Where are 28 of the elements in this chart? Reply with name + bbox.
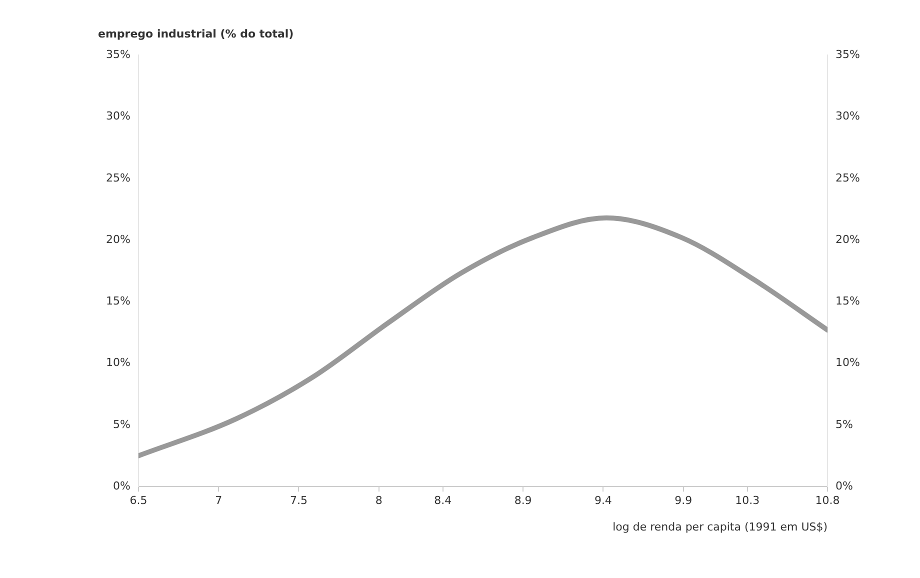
x-tick-label: 7 bbox=[215, 494, 222, 508]
y2-tick-label: 0% bbox=[836, 479, 854, 492]
y-tick-label: 10% bbox=[106, 356, 130, 370]
x-tick-label: 8.9 bbox=[514, 494, 532, 508]
y-tick-label: 35% bbox=[106, 48, 130, 62]
y-axis-title: emprego industrial (% do total) bbox=[98, 27, 294, 40]
y-tick-label: 30% bbox=[106, 110, 130, 123]
x-tick-label: 10.3 bbox=[735, 494, 760, 508]
x-tick-label: 8.4 bbox=[434, 494, 452, 508]
y-tick-label: 0% bbox=[112, 479, 130, 492]
y-tick-label: 15% bbox=[106, 294, 130, 308]
y-tick-label: 25% bbox=[106, 171, 130, 184]
x-tick-label: 7.5 bbox=[290, 494, 308, 508]
y2-tick-label: 10% bbox=[836, 356, 860, 370]
y-tick-label: 20% bbox=[106, 232, 130, 246]
x-tick-label: 9.9 bbox=[674, 494, 692, 508]
y2-tick-label: 20% bbox=[836, 232, 860, 246]
y2-tick-label: 15% bbox=[836, 294, 860, 308]
x-tick-label: 9.4 bbox=[594, 494, 612, 508]
x-tick-label: 10.8 bbox=[815, 494, 840, 508]
y2-tick-label: 35% bbox=[836, 48, 860, 62]
y-tick-label: 5% bbox=[112, 418, 130, 431]
x-tick-label: 8 bbox=[375, 494, 382, 508]
x-axis-title: log de renda per capita (1991 em US$) bbox=[612, 520, 828, 534]
y2-tick-label: 30% bbox=[836, 110, 860, 123]
x-tick-label: 6.5 bbox=[130, 494, 148, 508]
y2-tick-label: 5% bbox=[836, 418, 854, 431]
y2-tick-label: 25% bbox=[836, 171, 860, 184]
